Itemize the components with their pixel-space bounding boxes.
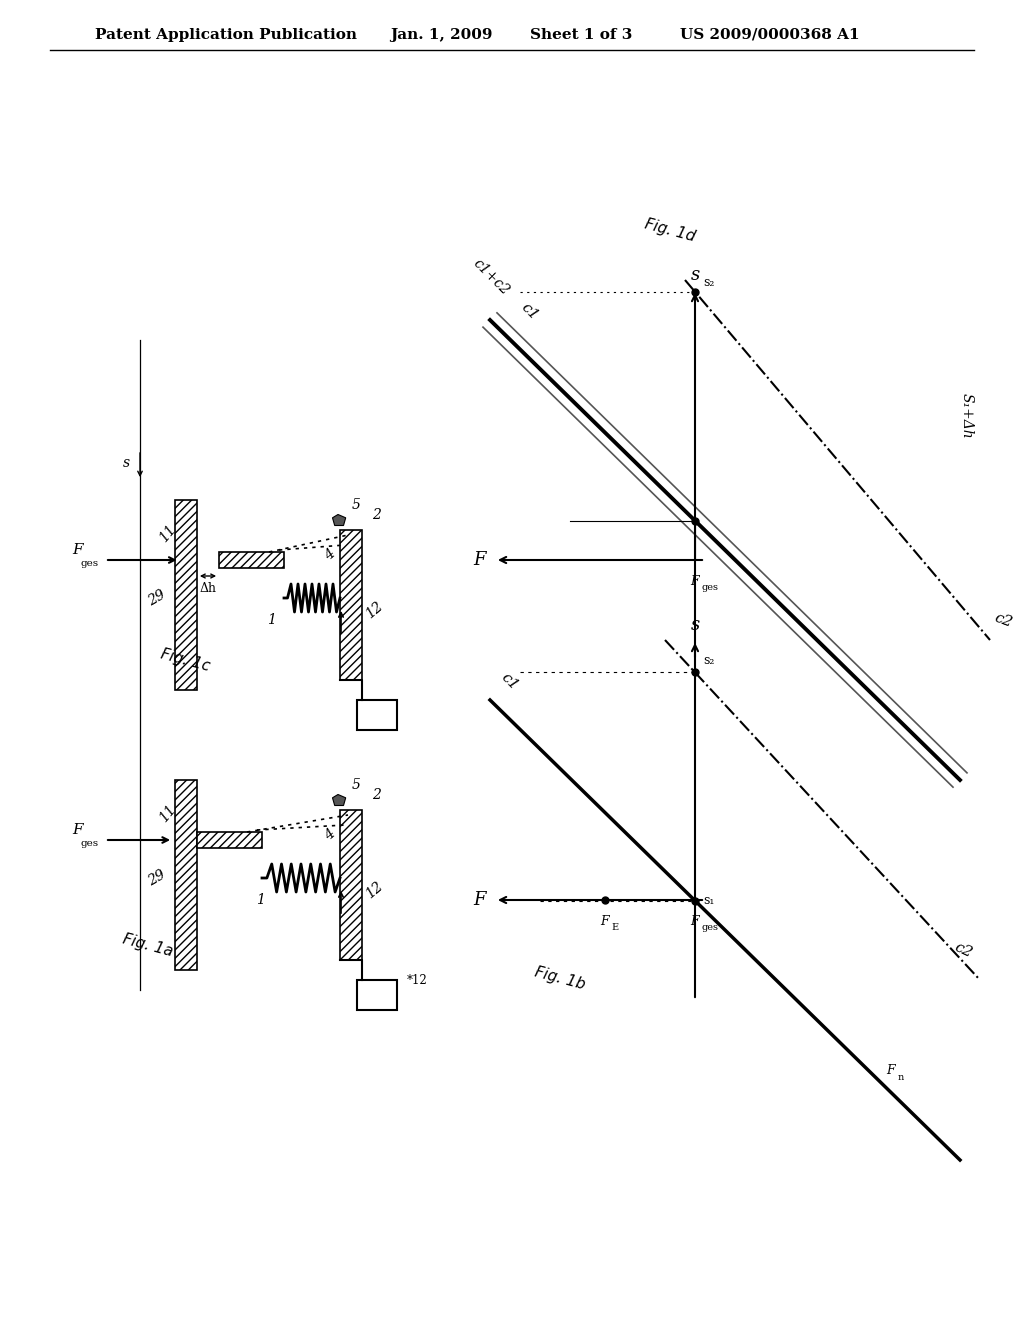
Text: US 2009/0000368 A1: US 2009/0000368 A1 xyxy=(680,28,859,42)
Bar xyxy=(197,832,262,847)
Bar xyxy=(340,810,362,960)
Text: s: s xyxy=(690,616,699,634)
Bar xyxy=(340,531,362,680)
Text: 2: 2 xyxy=(373,788,381,803)
Text: F: F xyxy=(690,915,699,928)
Text: F: F xyxy=(73,822,83,837)
Text: 11: 11 xyxy=(157,803,179,825)
Polygon shape xyxy=(333,795,346,805)
Polygon shape xyxy=(333,515,346,525)
Bar xyxy=(219,552,284,568)
Text: 29: 29 xyxy=(145,867,168,888)
Text: Fig. 1a: Fig. 1a xyxy=(121,931,175,958)
Polygon shape xyxy=(357,979,397,1010)
Text: Jan. 1, 2009: Jan. 1, 2009 xyxy=(390,28,493,42)
Text: 12: 12 xyxy=(362,599,385,622)
Text: Fig. 1c: Fig. 1c xyxy=(159,647,211,673)
Text: s₂: s₂ xyxy=(703,276,715,289)
Text: F: F xyxy=(73,543,83,557)
Text: Patent Application Publication: Patent Application Publication xyxy=(95,28,357,42)
Text: Fig. 1d: Fig. 1d xyxy=(643,216,697,244)
Text: ges: ges xyxy=(81,838,99,847)
Text: F: F xyxy=(886,1064,894,1077)
Bar xyxy=(175,500,197,690)
Text: s₂: s₂ xyxy=(703,655,715,668)
Text: ges: ges xyxy=(702,923,719,932)
Text: F: F xyxy=(474,891,486,909)
Text: *12: *12 xyxy=(407,974,427,986)
Text: 29: 29 xyxy=(145,587,168,609)
Text: Δh: Δh xyxy=(200,582,216,594)
Text: Fig. 1b: Fig. 1b xyxy=(534,964,587,991)
Text: n: n xyxy=(898,1072,904,1081)
Text: c1: c1 xyxy=(518,301,541,323)
Text: c2: c2 xyxy=(952,940,975,960)
Text: 12: 12 xyxy=(362,879,385,902)
Text: s₁: s₁ xyxy=(703,894,715,907)
Text: F: F xyxy=(690,576,699,587)
Text: F: F xyxy=(474,550,486,569)
Text: c1: c1 xyxy=(498,671,521,693)
Text: 1: 1 xyxy=(266,612,275,627)
Text: s: s xyxy=(690,267,699,284)
Text: s: s xyxy=(123,455,130,470)
Text: 4: 4 xyxy=(323,546,338,564)
Text: ges: ges xyxy=(702,583,719,591)
Text: c2: c2 xyxy=(992,610,1014,630)
Text: 1: 1 xyxy=(256,894,264,907)
Text: 11: 11 xyxy=(157,523,179,545)
Text: ges: ges xyxy=(81,558,99,568)
Text: 5: 5 xyxy=(351,498,360,512)
Text: 2: 2 xyxy=(373,508,381,521)
Bar xyxy=(175,780,197,970)
Text: F: F xyxy=(601,915,609,928)
Text: 5: 5 xyxy=(351,777,360,792)
Text: 4: 4 xyxy=(323,826,338,843)
Polygon shape xyxy=(357,700,397,730)
Text: c1+c2: c1+c2 xyxy=(470,256,512,298)
Text: E: E xyxy=(611,923,618,932)
Text: S₁+Δh: S₁+Δh xyxy=(961,393,974,440)
Text: Sheet 1 of 3: Sheet 1 of 3 xyxy=(530,28,633,42)
